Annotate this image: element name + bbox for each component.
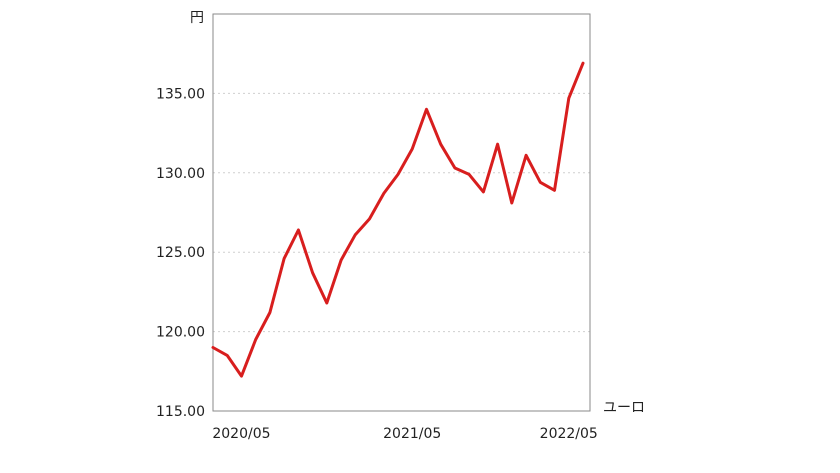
series-layer <box>211 61 585 378</box>
grid-lines <box>213 92 590 333</box>
x-unit-label: ユーロ <box>603 400 645 416</box>
y-unit-label: 円 <box>190 10 204 26</box>
plot-frame <box>212 13 591 412</box>
x-tick-label: 2021/05 <box>383 426 441 442</box>
y-tick-label: 130.00 <box>156 166 205 182</box>
y-tick-label: 125.00 <box>156 245 205 261</box>
series-line <box>211 61 585 378</box>
y-axis-ticks: 115.00 120.00 125.00 130.00 135.00 <box>156 86 205 420</box>
y-tick-label: 115.00 <box>156 404 205 420</box>
x-tick-label: 2022/05 <box>540 426 598 442</box>
y-tick-label: 120.00 <box>156 325 205 341</box>
y-tick-label: 135.00 <box>156 86 205 102</box>
x-tick-label: 2020/05 <box>212 426 270 442</box>
x-axis-ticks: 2020/05 2021/05 2022/05 <box>212 426 597 442</box>
